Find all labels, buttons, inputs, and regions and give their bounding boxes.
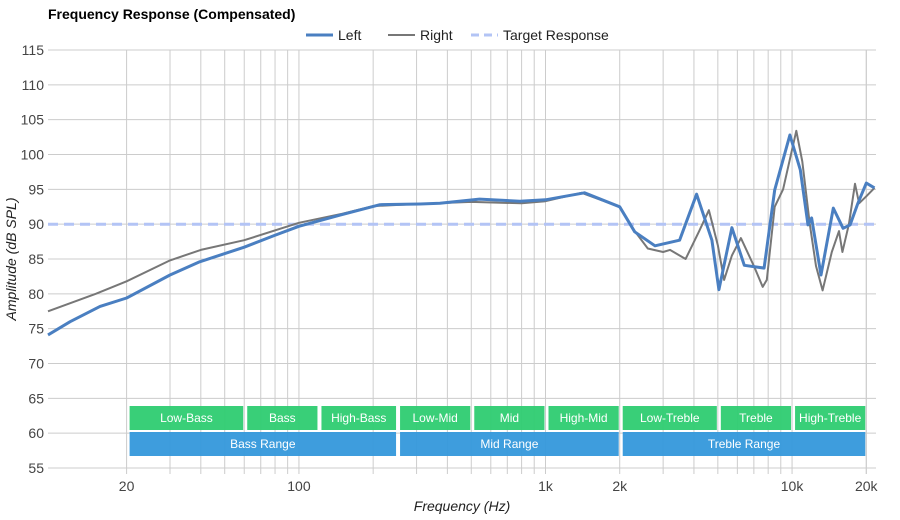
y-tick-label: 110 <box>22 77 45 93</box>
y-tick-label: 90 <box>28 216 44 232</box>
band-label: Mid Range <box>480 437 538 451</box>
x-tick-label: 20k <box>855 478 879 494</box>
x-tick-label: 1k <box>538 478 554 494</box>
band-low-treble <box>622 406 717 430</box>
chart-title: Frequency Response (Compensated) <box>48 6 296 22</box>
legend-label: Target Response <box>503 27 609 43</box>
legend-label: Right <box>420 27 453 43</box>
band-mid <box>474 406 545 430</box>
x-tick-label: 20 <box>119 478 135 494</box>
band-low-mid <box>400 406 471 430</box>
band-high-mid <box>548 406 619 430</box>
y-tick-label: 75 <box>28 321 44 337</box>
band-label: High-Mid <box>560 411 608 425</box>
x-tick-label: 10k <box>781 478 805 494</box>
band-label: High-Treble <box>799 411 862 425</box>
band-label: Treble <box>739 411 773 425</box>
x-axis-label: Frequency (Hz) <box>414 498 510 514</box>
y-tick-label: 80 <box>28 286 44 302</box>
band-label: Low-Mid <box>412 411 457 425</box>
band-mid-range <box>400 432 619 456</box>
band-label: Bass <box>269 411 296 425</box>
y-tick-label: 70 <box>28 356 44 372</box>
band-treble-range <box>622 432 866 456</box>
y-tick-label: 85 <box>28 251 44 267</box>
y-tick-label: 115 <box>22 42 45 58</box>
band-bass <box>247 406 318 430</box>
band-high-bass <box>321 406 397 430</box>
y-tick-label: 100 <box>21 147 45 163</box>
y-tick-label: 55 <box>28 460 44 476</box>
y-tick-label: 65 <box>28 390 44 406</box>
band-treble <box>720 406 792 430</box>
band-label: Bass Range <box>230 437 296 451</box>
x-tick-label: 2k <box>612 478 628 494</box>
band-low-bass <box>129 406 244 430</box>
band-label: Low-Bass <box>160 411 213 425</box>
band-bass-range <box>129 432 397 456</box>
y-axis-label: Amplitude (dB SPL) <box>3 198 19 322</box>
y-tick-label: 95 <box>28 181 44 197</box>
y-tick-label: 60 <box>28 425 44 441</box>
band-label: Treble Range <box>708 437 781 451</box>
band-label: High-Bass <box>331 411 386 425</box>
band-label: Low-Treble <box>640 411 700 425</box>
band-high-treble <box>795 406 866 430</box>
series-line-left <box>47 133 876 337</box>
band-label: Mid <box>500 411 519 425</box>
series-line-right <box>47 129 876 313</box>
legend-label: Left <box>338 27 361 43</box>
x-tick-label: 100 <box>287 478 311 494</box>
y-tick-label: 105 <box>21 112 45 128</box>
